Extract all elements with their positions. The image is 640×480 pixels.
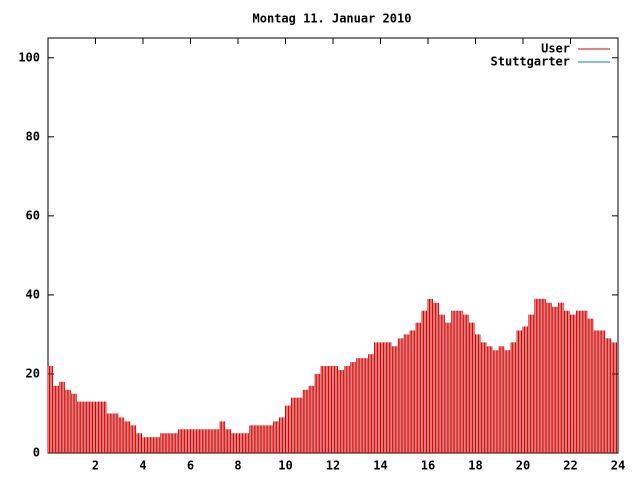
x-tick-label: 8 bbox=[234, 459, 241, 473]
x-tick-label: 14 bbox=[373, 459, 387, 473]
x-tick-label: 16 bbox=[421, 459, 435, 473]
legend-label: User bbox=[541, 42, 570, 56]
y-tick-label: 80 bbox=[26, 129, 40, 143]
x-tick-label: 18 bbox=[468, 459, 482, 473]
x-tick-label: 10 bbox=[278, 459, 292, 473]
y-tick-label: 100 bbox=[18, 50, 40, 64]
x-tick-label: 4 bbox=[139, 459, 146, 473]
x-tick-label: 2 bbox=[92, 459, 99, 473]
x-tick-label: 22 bbox=[563, 459, 577, 473]
x-tick-label: 24 bbox=[611, 459, 625, 473]
y-tick-label: 0 bbox=[33, 446, 40, 460]
legend-label: Stuttgarter bbox=[491, 55, 570, 69]
x-tick-label: 20 bbox=[516, 459, 530, 473]
y-tick-label: 60 bbox=[26, 208, 40, 222]
x-tick-label: 12 bbox=[326, 459, 340, 473]
y-tick-label: 20 bbox=[26, 366, 40, 380]
chart-title: Montag 11. Januar 2010 bbox=[253, 12, 412, 26]
x-tick-label: 6 bbox=[187, 459, 194, 473]
y-tick-label: 40 bbox=[26, 287, 40, 301]
